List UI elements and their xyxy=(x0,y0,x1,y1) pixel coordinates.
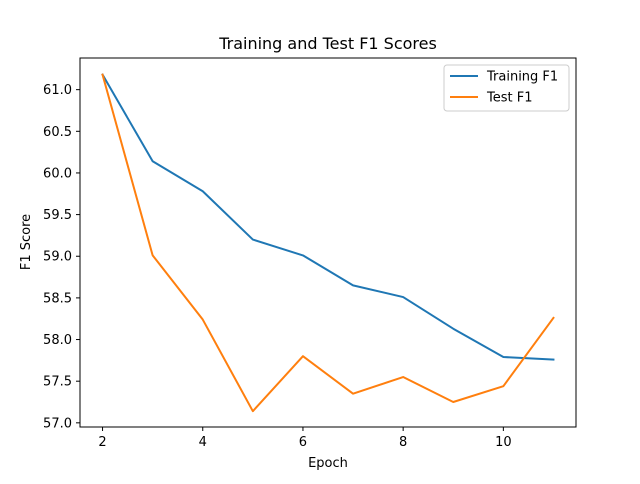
x-tick-label: 4 xyxy=(199,435,207,450)
y-tick-label: 60.5 xyxy=(43,125,72,140)
plot-background xyxy=(80,58,576,427)
x-tick-label: 8 xyxy=(399,435,407,450)
legend-label-training-f1: Training F1 xyxy=(486,70,558,85)
y-tick-label: 59.5 xyxy=(43,208,72,223)
plot-frame xyxy=(79,57,577,428)
series-layer xyxy=(101,73,555,413)
chart-title: Training and Test F1 Scores xyxy=(218,34,437,53)
series-line-training-f1 xyxy=(101,73,555,361)
y-axis: 57.0 57.5 58.0 58.5 59.0 59.5 60.0 60.5 61.0 xyxy=(43,83,80,431)
plot-area xyxy=(79,57,577,428)
x-tick-label: 2 xyxy=(98,435,106,450)
y-tick-label: 57.0 xyxy=(43,416,72,431)
legend: Training F1 Test F1 xyxy=(443,64,570,112)
x-tick-label: 10 xyxy=(495,435,512,450)
x-axis: 2 4 6 8 10 xyxy=(98,427,512,450)
y-tick-label: 59.0 xyxy=(43,250,72,265)
legend-label-test-f1: Test F1 xyxy=(486,91,532,106)
y-axis-label: F1 Score xyxy=(19,214,34,270)
x-tick-label: 6 xyxy=(299,435,307,450)
y-tick-label: 60.0 xyxy=(43,166,72,181)
y-tick-label: 58.0 xyxy=(43,333,72,348)
y-tick-label: 57.5 xyxy=(43,375,72,390)
series-line-test-f1 xyxy=(101,73,555,413)
x-axis-label: Epoch xyxy=(308,456,348,471)
y-tick-label: 61.0 xyxy=(43,83,72,98)
y-tick-label: 58.5 xyxy=(43,291,72,306)
